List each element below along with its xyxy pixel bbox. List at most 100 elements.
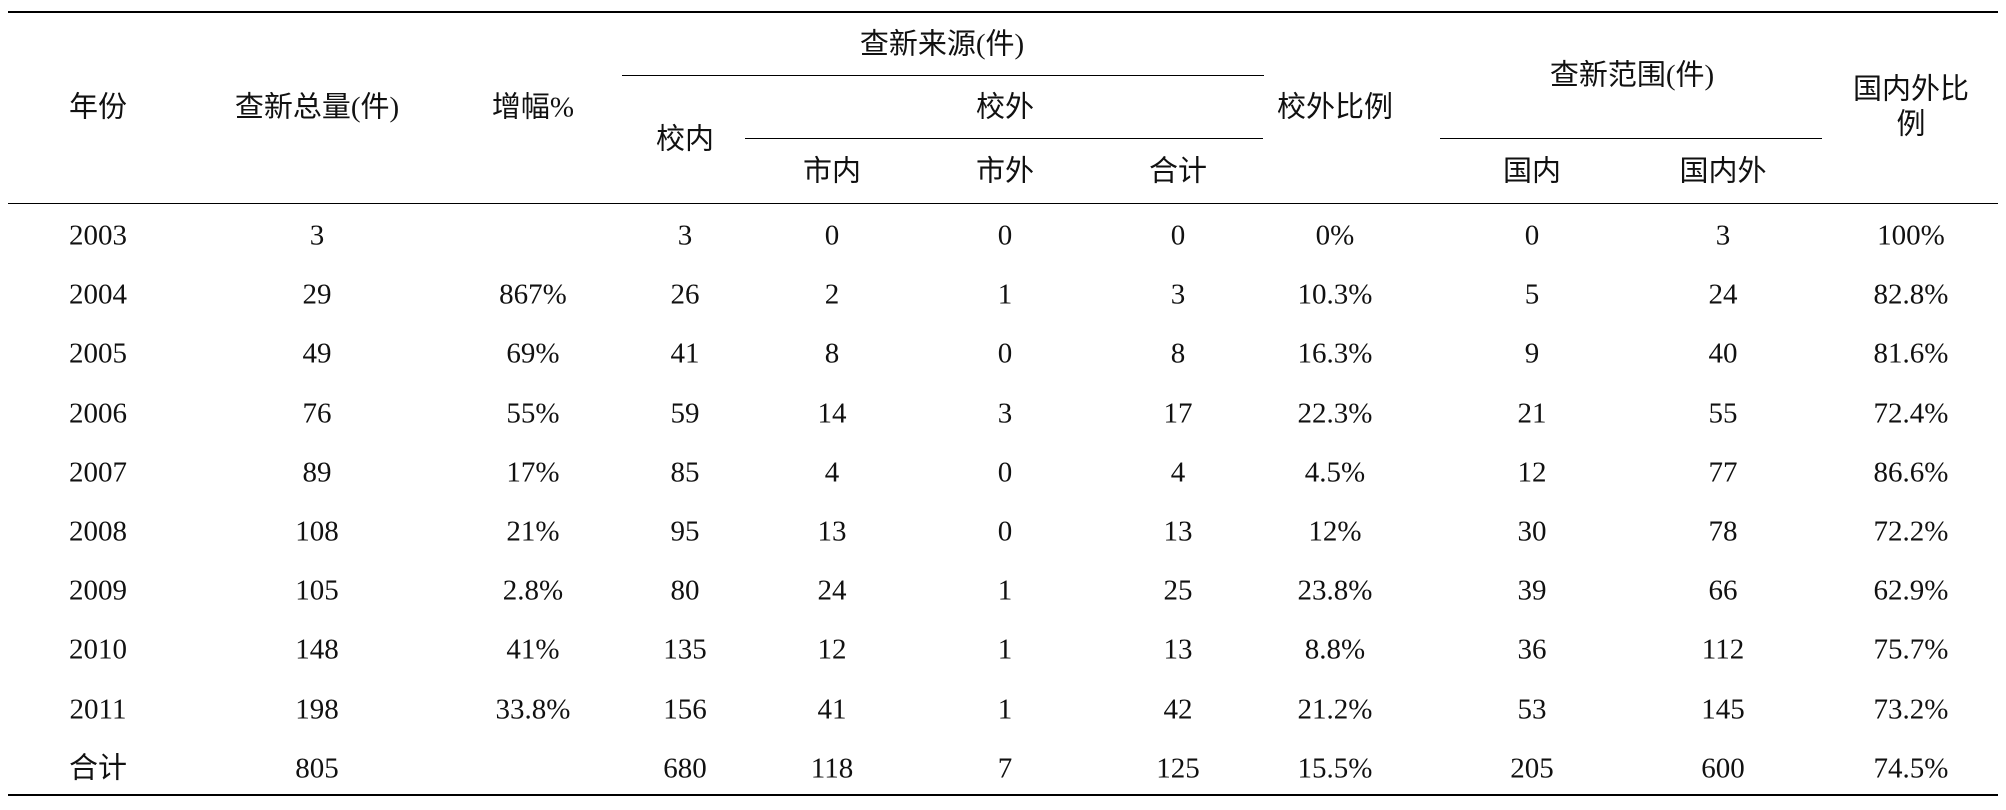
- cell-total: 805: [295, 752, 339, 785]
- cell-in-city: 41: [817, 693, 847, 726]
- cell-domestic: 0: [1524, 219, 1540, 252]
- cell-off-ratio: 22.3%: [1297, 397, 1373, 430]
- cell-in-city: 2: [824, 278, 840, 311]
- cell-growth: 17%: [506, 456, 560, 489]
- cell-subtotal: 8: [1170, 337, 1186, 370]
- cell-dom-foreign: 77: [1708, 456, 1738, 489]
- cell-dom-foreign: 145: [1701, 693, 1745, 726]
- cell-total: 105: [295, 574, 339, 607]
- cell-dom-foreign-ratio: 100%: [1877, 219, 1945, 252]
- cell-out-city: 0: [997, 337, 1013, 370]
- cell-dom-foreign: 66: [1708, 574, 1738, 607]
- cell-out-city: 1: [997, 693, 1013, 726]
- cell-domestic: 12: [1517, 456, 1547, 489]
- cell-domestic: 5: [1524, 278, 1540, 311]
- cell-in-city: 0: [824, 219, 840, 252]
- cell-off-ratio: 8.8%: [1304, 633, 1366, 666]
- cell-total: 29: [302, 278, 332, 311]
- cell-out-city: 1: [997, 633, 1013, 666]
- cell-dom-foreign-ratio: 74.5%: [1873, 752, 1949, 785]
- cell-domestic: 205: [1510, 752, 1554, 785]
- cell-growth: 21%: [506, 515, 560, 548]
- off-campus-group-rule: [745, 138, 1263, 139]
- cell-growth: 2.8%: [502, 574, 564, 607]
- cell-domestic: 9: [1524, 337, 1540, 370]
- cell-growth: 867%: [499, 278, 567, 311]
- cell-growth: 33.8%: [495, 693, 571, 726]
- header-growth: 增幅%: [491, 91, 575, 124]
- cell-dom-foreign: 3: [1715, 219, 1731, 252]
- cell-on-campus: 59: [670, 397, 700, 430]
- cell-out-city: 0: [997, 456, 1013, 489]
- cell-year: 2004: [69, 278, 127, 311]
- cell-dom-foreign: 78: [1708, 515, 1738, 548]
- cell-subtotal: 0: [1170, 219, 1186, 252]
- cell-domestic: 36: [1517, 633, 1547, 666]
- cell-dom-foreign-ratio: 72.2%: [1873, 515, 1949, 548]
- cell-on-campus: 135: [663, 633, 707, 666]
- cell-in-city: 24: [817, 574, 847, 607]
- cell-on-campus: 80: [670, 574, 700, 607]
- cell-dom-foreign-ratio: 75.7%: [1873, 633, 1949, 666]
- cell-total: 49: [302, 337, 332, 370]
- cell-year: 合计: [68, 752, 128, 785]
- cell-subtotal: 42: [1163, 693, 1193, 726]
- cell-domestic: 39: [1517, 574, 1547, 607]
- cell-dom-foreign-ratio: 72.4%: [1873, 397, 1949, 430]
- cell-out-city: 3: [997, 397, 1013, 430]
- cell-dom-foreign: 600: [1701, 752, 1745, 785]
- cell-dom-foreign: 24: [1708, 278, 1738, 311]
- cell-on-campus: 3: [677, 219, 693, 252]
- cell-subtotal: 3: [1170, 278, 1186, 311]
- cell-off-ratio: 10.3%: [1297, 278, 1373, 311]
- cell-dom-foreign: 55: [1708, 397, 1738, 430]
- header-source-group: 查新来源(件): [859, 28, 1025, 61]
- scope-group-rule: [1440, 138, 1822, 139]
- header-total: 查新总量(件): [234, 91, 400, 124]
- cell-on-campus: 26: [670, 278, 700, 311]
- cell-subtotal: 25: [1163, 574, 1193, 607]
- cell-subtotal: 13: [1163, 515, 1193, 548]
- cell-subtotal: 17: [1163, 397, 1193, 430]
- cell-year: 2003: [69, 219, 127, 252]
- cell-total: 3: [309, 219, 325, 252]
- cell-in-city: 118: [810, 752, 854, 785]
- cell-on-campus: 41: [670, 337, 700, 370]
- cell-in-city: 8: [824, 337, 840, 370]
- source-group-rule: [622, 75, 1264, 76]
- cell-total: 108: [295, 515, 339, 548]
- cell-out-city: 0: [997, 219, 1013, 252]
- cell-off-ratio: 12%: [1308, 515, 1362, 548]
- header-in-city: 市内: [802, 155, 862, 188]
- header-off-campus: 校外: [975, 91, 1035, 124]
- cell-year: 2009: [69, 574, 127, 607]
- table-top-rule: [8, 11, 1998, 13]
- header-dom-foreign-ratio: 国内外比例: [1852, 73, 1969, 141]
- cell-on-campus: 156: [663, 693, 707, 726]
- cell-off-ratio: 16.3%: [1297, 337, 1373, 370]
- cell-on-campus: 95: [670, 515, 700, 548]
- cell-year: 2007: [69, 456, 127, 489]
- cell-domestic: 21: [1517, 397, 1547, 430]
- header-dom-foreign: 国内外: [1679, 155, 1767, 188]
- cell-growth: 69%: [506, 337, 560, 370]
- cell-off-ratio: 21.2%: [1297, 693, 1373, 726]
- cell-out-city: 0: [997, 515, 1013, 548]
- cell-out-city: 1: [997, 278, 1013, 311]
- cell-in-city: 14: [817, 397, 847, 430]
- header-subtotal: 合计: [1148, 155, 1208, 188]
- cell-off-ratio: 23.8%: [1297, 574, 1373, 607]
- cell-growth: 55%: [506, 397, 560, 430]
- cell-total: 198: [295, 693, 339, 726]
- cell-subtotal: 125: [1156, 752, 1200, 785]
- cell-off-ratio: 15.5%: [1297, 752, 1373, 785]
- cell-dom-foreign-ratio: 86.6%: [1873, 456, 1949, 489]
- cell-total: 148: [295, 633, 339, 666]
- cell-domestic: 30: [1517, 515, 1547, 548]
- header-on-campus: 校内: [655, 123, 715, 156]
- cell-in-city: 12: [817, 633, 847, 666]
- table-bottom-rule: [8, 794, 1998, 796]
- cell-subtotal: 4: [1170, 456, 1186, 489]
- cell-year: 2010: [69, 633, 127, 666]
- cell-dom-foreign-ratio: 62.9%: [1873, 574, 1949, 607]
